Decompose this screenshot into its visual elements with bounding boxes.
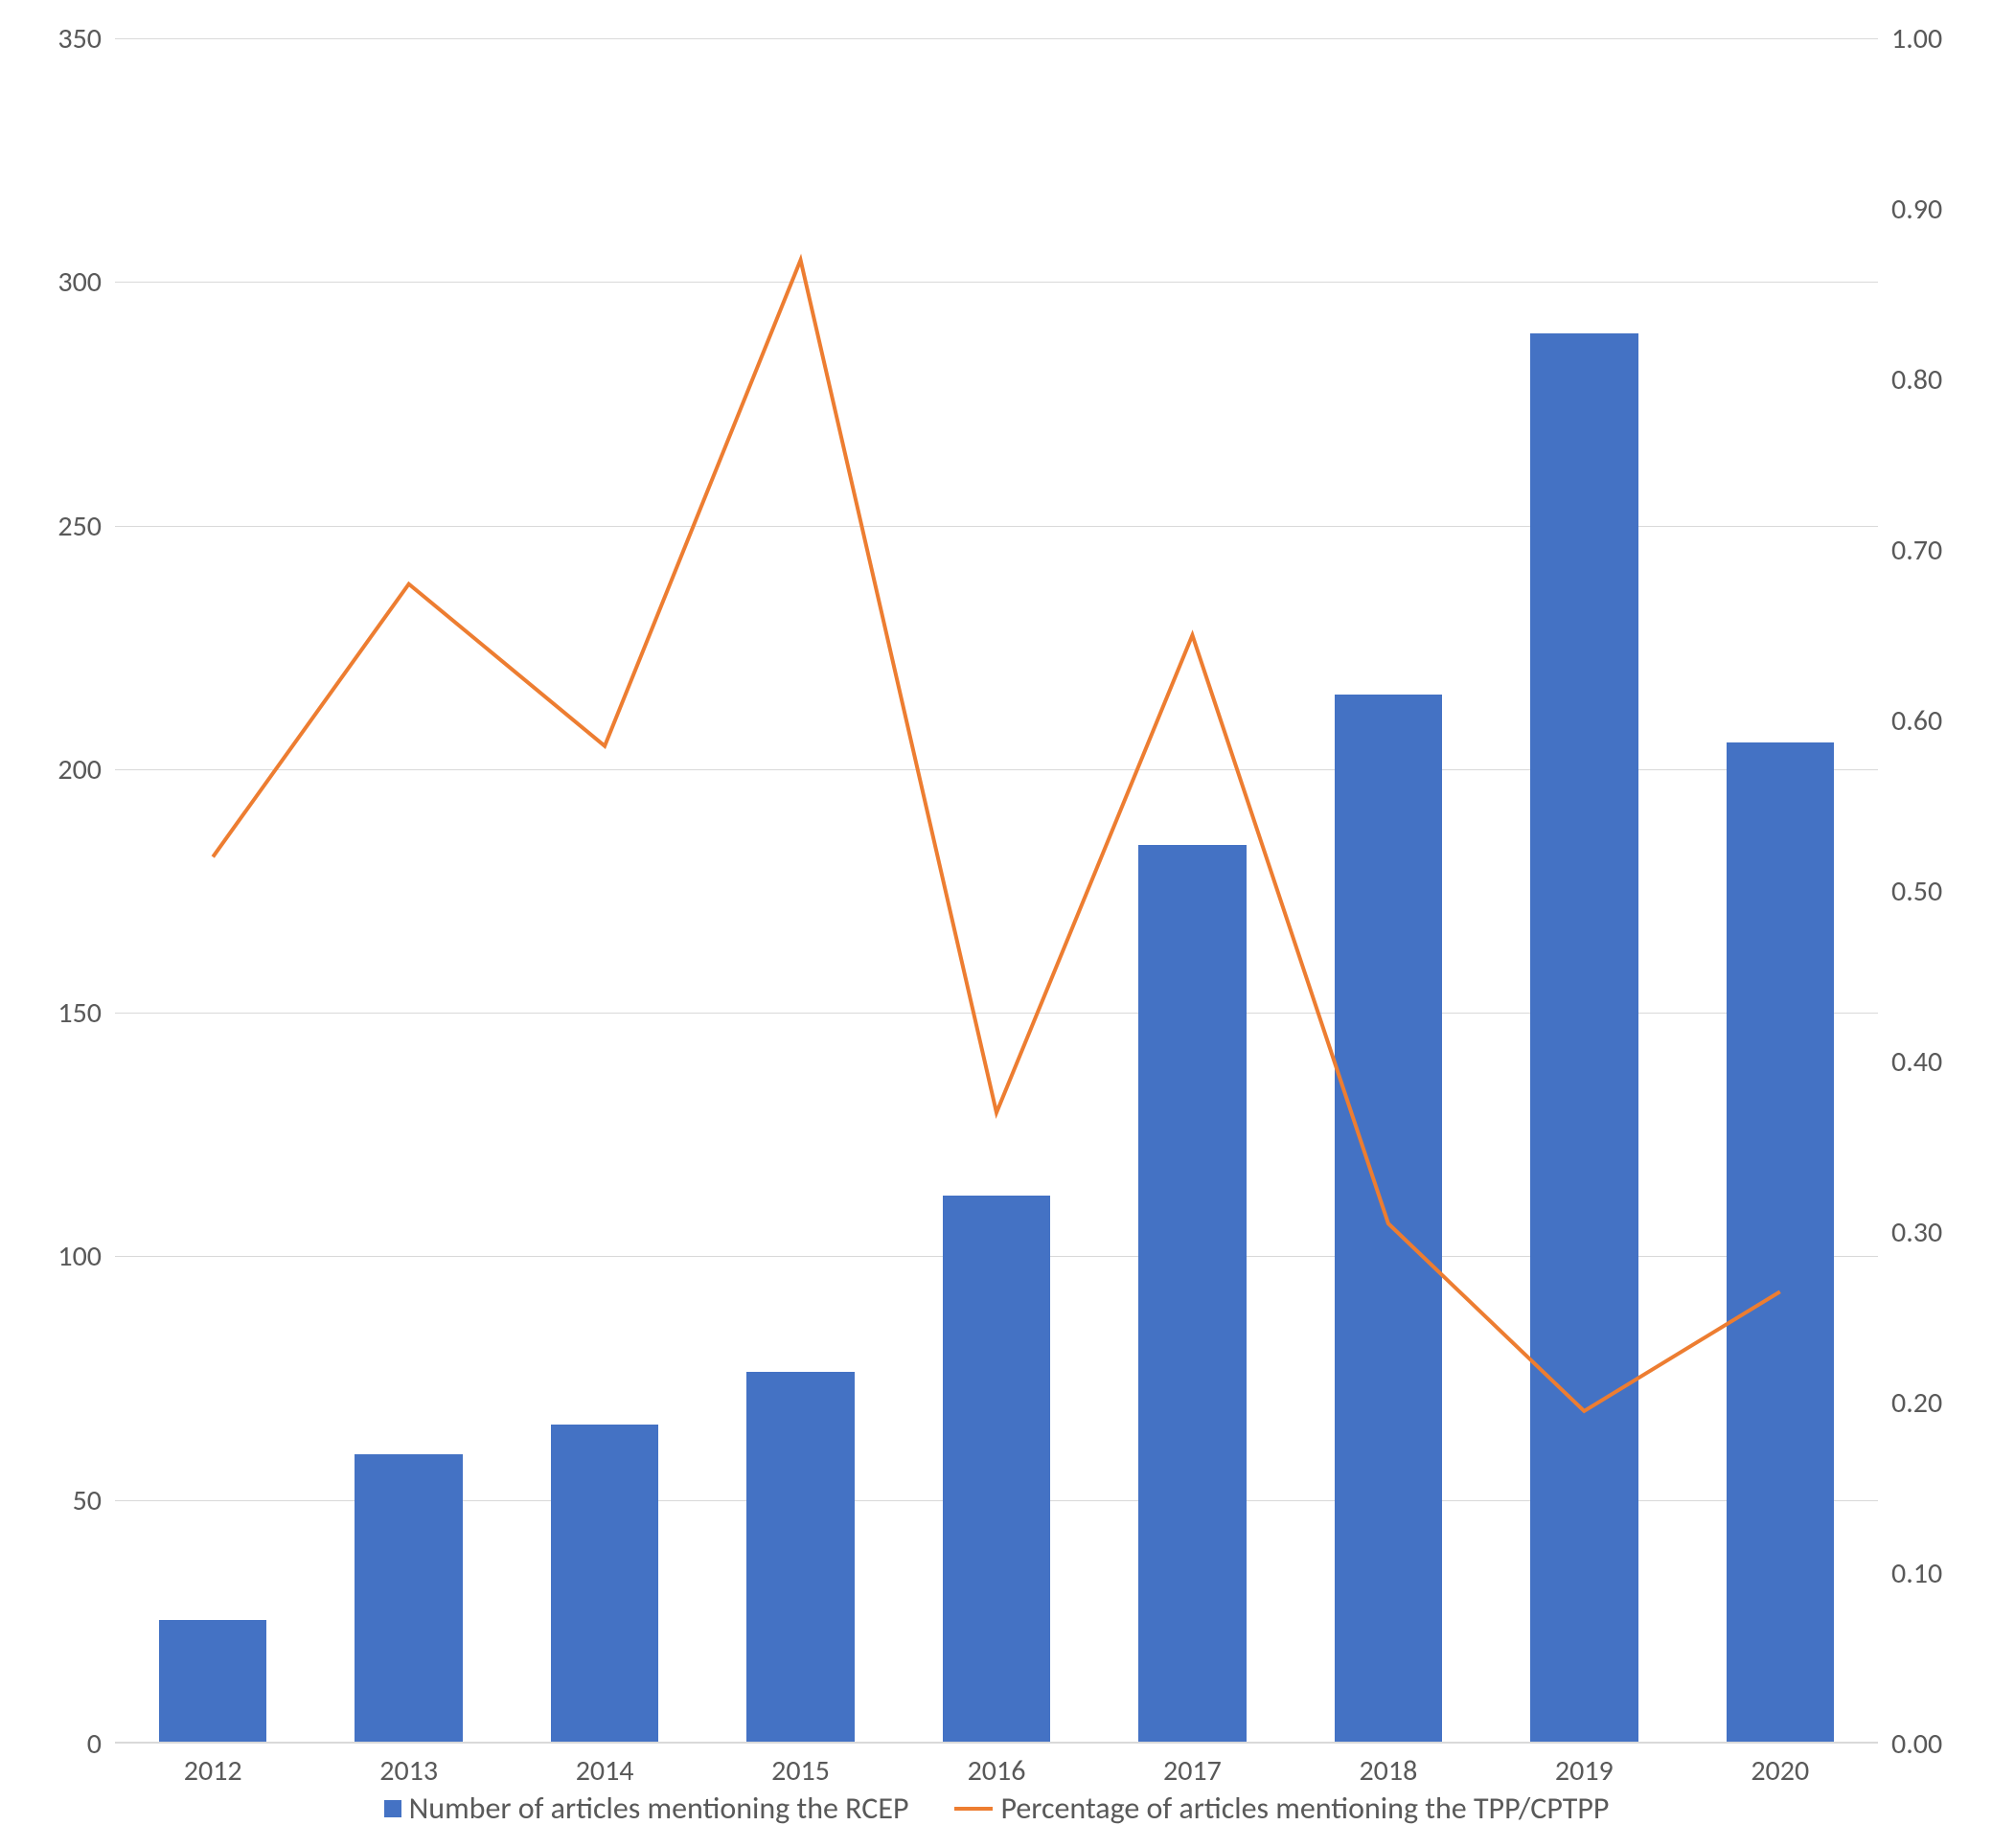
x-tick-label: 2012 [184, 1753, 242, 1789]
legend-swatch-line [954, 1807, 993, 1811]
y-right-tick-label: 0.10 [1891, 1556, 1942, 1591]
x-tick-label: 2016 [968, 1753, 1026, 1789]
legend: Number of articles mentioning the RCEP Pe… [115, 1790, 1878, 1827]
x-tick-label: 2020 [1751, 1753, 1809, 1789]
y-right-tick-label: 0.00 [1891, 1726, 1942, 1762]
x-tick-label: 2018 [1359, 1753, 1417, 1789]
line-series [115, 38, 1878, 1744]
y-right-tick-label: 1.00 [1891, 21, 1942, 57]
x-tick-label: 2017 [1163, 1753, 1222, 1789]
x-tick-label: 2014 [576, 1753, 634, 1789]
y-left-tick-label: 350 [57, 21, 102, 57]
x-tick-label: 2013 [379, 1753, 438, 1789]
y-right-tick-label: 0.90 [1891, 192, 1942, 227]
y-right-tick-label: 0.20 [1891, 1385, 1942, 1421]
x-tick-label: 2019 [1555, 1753, 1614, 1789]
y-left-tick-label: 150 [57, 995, 102, 1031]
legend-swatch-bar [384, 1800, 401, 1817]
combo-chart: 0 50 100 150 200 250 300 350 0.00 0.10 0.20 0.30 0.4… [0, 0, 1992, 1848]
y-left-tick-label: 300 [57, 264, 102, 300]
y-left-tick-label: 0 [87, 1726, 102, 1762]
legend-item-bars: Number of articles mentioning the RCEP [384, 1790, 909, 1827]
y-right-tick-label: 0.80 [1891, 362, 1942, 398]
y-left-tick-label: 50 [73, 1483, 102, 1518]
y-right-tick-label: 0.40 [1891, 1044, 1942, 1080]
y-left-tick-label: 100 [57, 1239, 102, 1274]
y-right-tick-label: 0.70 [1891, 533, 1942, 568]
legend-label: Percentage of articles mentioning the TP… [1000, 1790, 1609, 1827]
plot-area [115, 38, 1878, 1744]
y-left-tick-label: 200 [57, 752, 102, 787]
y-right-tick-label: 0.60 [1891, 703, 1942, 739]
legend-item-line: Percentage of articles mentioning the TP… [954, 1790, 1609, 1827]
y-right-tick-label: 0.50 [1891, 874, 1942, 909]
legend-label: Number of articles mentioning the RCEP [409, 1790, 909, 1827]
y-right-tick-label: 0.30 [1891, 1215, 1942, 1250]
x-tick-label: 2015 [771, 1753, 830, 1789]
y-left-tick-label: 250 [57, 509, 102, 544]
